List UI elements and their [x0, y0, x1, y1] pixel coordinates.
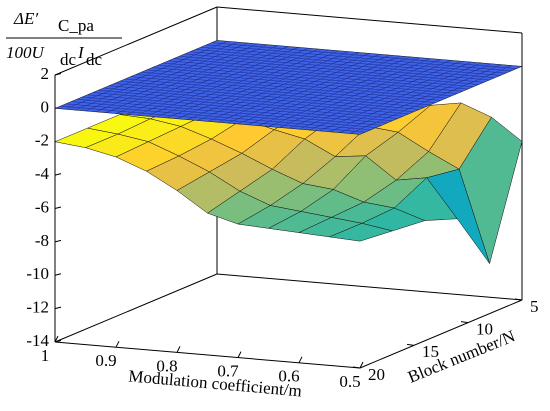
x-tick-label: 0.8 [156, 356, 177, 375]
mesh-line [60, 105, 366, 133]
x-tick [237, 351, 242, 358]
x-tick [359, 361, 364, 369]
surface-patch [328, 223, 394, 242]
mesh-line [81, 96, 388, 124]
z-label-denominator-a: 100U [6, 43, 46, 62]
box-edge [216, 273, 523, 301]
z-tick [54, 340, 62, 343]
y-tick [406, 343, 415, 346]
x-axis [54, 341, 361, 369]
z-tick [54, 239, 62, 243]
z-tick [54, 73, 62, 76]
y-tick [460, 321, 469, 324]
z-label-numerator-sub: C_pa [58, 16, 94, 35]
z-label-denominator-b: I [77, 43, 85, 62]
mesh-line [71, 101, 377, 128]
y-tick [514, 298, 523, 301]
x-tick [54, 335, 59, 343]
y-tick-label: 5 [530, 297, 539, 316]
z-label-denominator-a-sub: dc [60, 50, 77, 69]
z-tick-label: -4 [35, 164, 50, 183]
z-tick [54, 173, 62, 176]
x-axis-label: Modulation coefficient/m [128, 366, 303, 400]
mesh-line [76, 99, 382, 126]
mesh-line [319, 62, 482, 132]
x-tick [115, 340, 120, 348]
z-label-denominator-b-sub: dc [86, 50, 103, 69]
x-tick-label: 0.6 [278, 367, 299, 386]
x-tick-label: 0.9 [95, 351, 116, 370]
z-tick-label: -10 [26, 264, 49, 283]
box-edge [216, 6, 523, 34]
z-tick [54, 206, 62, 209]
mesh-line [65, 103, 371, 131]
z-tick-label: -6 [35, 197, 49, 216]
x-tick-label: 0.7 [217, 362, 239, 381]
z-tick-label: -12 [26, 298, 49, 317]
mesh-line [329, 63, 492, 133]
z-tick-label: -8 [35, 231, 49, 250]
z-tick-label: 2 [41, 64, 50, 83]
x-tick [298, 356, 303, 364]
z-tick [54, 306, 62, 310]
z-label-numerator: ΔE′ [13, 9, 38, 28]
box-edge [54, 6, 218, 76]
x-tick-label: 0.5 [339, 372, 360, 391]
x-tick [176, 346, 181, 353]
z-tick [54, 273, 62, 276]
z-tick-label: -2 [35, 131, 49, 150]
y-tick-label: 15 [422, 342, 439, 361]
mesh-line [339, 64, 502, 133]
z-tick-label: 0 [41, 97, 50, 116]
mesh-line [349, 65, 512, 134]
y-tick-label: 10 [476, 320, 493, 339]
y-tick-label: 20 [368, 365, 385, 384]
z-tick-label: -14 [26, 331, 49, 350]
z-axis-label: ΔE′ C_pa 100U dc I dc [6, 9, 122, 69]
y-axis [359, 299, 523, 369]
y-tick [352, 366, 361, 369]
x-tick-label: 1 [41, 346, 50, 365]
box-edge [54, 273, 218, 343]
